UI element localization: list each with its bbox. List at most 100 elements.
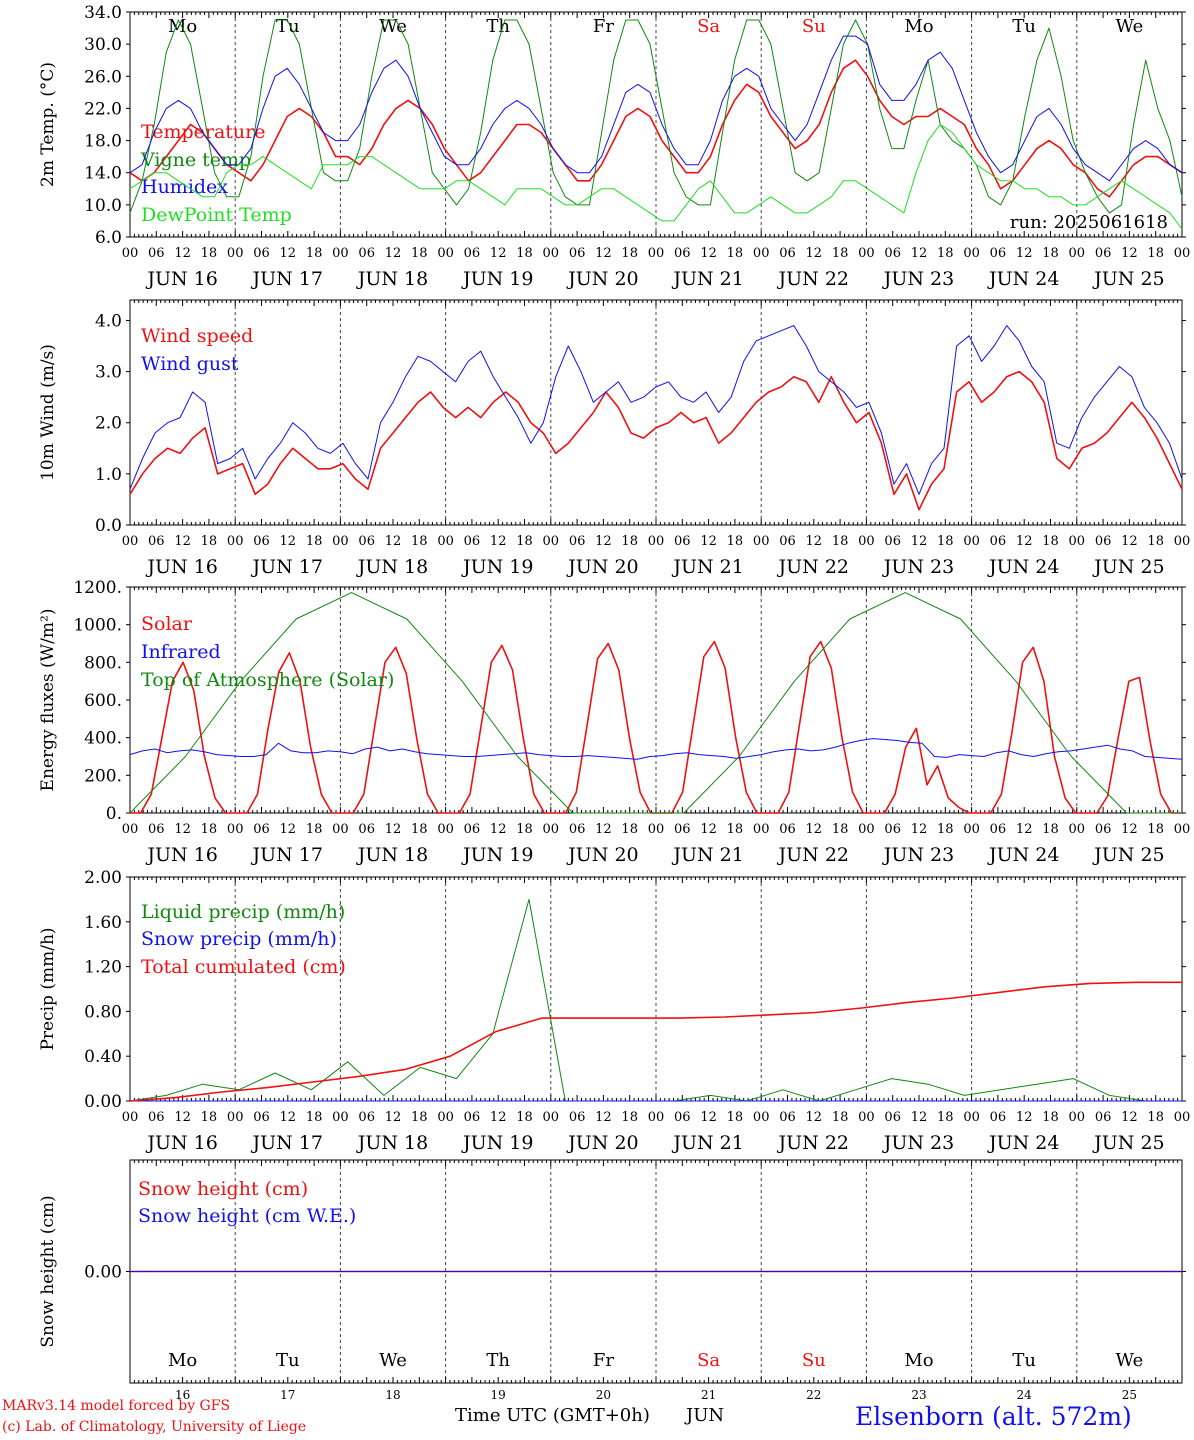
hour-label: 06	[990, 534, 1007, 549]
hour-label: 06	[148, 1110, 165, 1125]
y-tick-label: 1200.	[73, 578, 122, 598]
y-tick-label: 0.0	[95, 516, 122, 536]
hour-label: 12	[700, 822, 717, 837]
y-tick-label: 1.0	[95, 465, 122, 485]
hour-label: 06	[464, 246, 481, 261]
hour-label: 00	[332, 1110, 349, 1125]
day-number: 19	[491, 1388, 506, 1402]
y-tick-label: 0.	[106, 804, 122, 824]
date-label: JUN 19	[461, 268, 533, 290]
date-label: JUN 19	[461, 556, 533, 578]
hour-label: 12	[174, 246, 191, 261]
hour-label: 00	[437, 534, 454, 549]
hour-label: 12	[806, 822, 823, 837]
hour-label: 18	[1147, 534, 1164, 549]
hour-ticks	[129, 877, 1183, 1101]
hour-label: 06	[464, 1110, 481, 1125]
hour-label: 00	[1069, 822, 1086, 837]
y-tick-label: 1.60	[84, 913, 122, 933]
hour-label: 18	[832, 534, 849, 549]
day-number: 24	[1017, 1388, 1033, 1402]
series-line	[129, 35, 1183, 182]
hour-label: 00	[332, 534, 349, 549]
y-tick-label: 0.40	[84, 1047, 122, 1067]
hour-label: 00	[963, 1110, 980, 1125]
hour-label: 06	[569, 246, 586, 261]
hour-label: 00	[122, 822, 139, 837]
hour-label: 00	[543, 246, 560, 261]
date-label: JUN 23	[882, 844, 954, 866]
dow-label: We	[379, 1350, 407, 1371]
hour-label: 18	[621, 822, 638, 837]
date-label: JUN 24	[987, 1132, 1059, 1154]
hour-label: 12	[1016, 822, 1033, 837]
hour-label: 06	[253, 1110, 270, 1125]
hour-label: 12	[385, 246, 402, 261]
hour-label: 18	[727, 534, 744, 549]
hour-label: 00	[122, 246, 139, 261]
hour-label: 06	[884, 534, 901, 549]
hour-label: 18	[1042, 534, 1059, 549]
date-label: JUN 25	[1092, 556, 1164, 578]
legend-entry: Humidex	[141, 176, 228, 198]
hour-label: 00	[753, 246, 770, 261]
dow-label: Tu	[1012, 1350, 1036, 1371]
hour-label: 18	[516, 534, 533, 549]
hour-label: 18	[201, 1110, 218, 1125]
date-label: JUN 22	[777, 844, 849, 866]
hour-label: 06	[779, 534, 796, 549]
hour-label: 12	[806, 534, 823, 549]
legend-entry: Liquid precip (mm/h)	[141, 901, 345, 923]
hour-label: 06	[779, 246, 796, 261]
hour-label: 06	[253, 534, 270, 549]
day-number: 16	[175, 1388, 190, 1402]
hour-label: 12	[1121, 534, 1138, 549]
y-axis-label: Energy fluxes (W/m²)	[38, 609, 58, 792]
hour-label: 18	[1147, 246, 1164, 261]
hour-label: 12	[490, 822, 507, 837]
hour-label: 00	[227, 1110, 244, 1125]
y-tick-label: 0.00	[84, 1092, 122, 1112]
hour-label: 06	[884, 822, 901, 837]
hour-label: 00	[543, 534, 560, 549]
hour-label: 06	[464, 822, 481, 837]
hour-label: 18	[727, 822, 744, 837]
date-label: JUN 18	[356, 1132, 428, 1154]
series-line	[129, 370, 1183, 511]
date-label: JUN 25	[1092, 844, 1164, 866]
y-tick-label: 2.0	[95, 414, 122, 434]
hour-label: 00	[648, 534, 665, 549]
y-tick-label: 22.0	[84, 99, 122, 119]
x-axis-label: Time UTC (GMT+0h)	[455, 1405, 650, 1426]
dow-label: Mo	[904, 16, 933, 37]
dow-label: Th	[486, 16, 510, 37]
hour-label: 12	[490, 1110, 507, 1125]
dow-label: Sa	[697, 16, 720, 37]
hour-label: 06	[253, 246, 270, 261]
hour-label: 12	[595, 822, 612, 837]
dow-label: Su	[802, 1350, 826, 1371]
y-tick-label: 4.0	[95, 311, 122, 331]
date-label: JUN 24	[987, 268, 1059, 290]
legend-entry: Snow height (cm W.E.)	[138, 1205, 356, 1227]
hour-label: 06	[674, 534, 691, 549]
hour-ticks	[129, 300, 1183, 525]
date-label: JUN 18	[356, 844, 428, 866]
lab-credit: (c) Lab. of Climatology, University of L…	[2, 1419, 307, 1435]
hour-ticks	[129, 1160, 1183, 1383]
hour-label: 06	[569, 1110, 586, 1125]
hour-label: 00	[858, 246, 875, 261]
date-label: JUN 18	[356, 556, 428, 578]
hour-label: 12	[1016, 246, 1033, 261]
hour-label: 06	[148, 822, 165, 837]
hour-label: 00	[437, 822, 454, 837]
day-number: 22	[806, 1388, 821, 1402]
date-label: JUN 17	[251, 268, 323, 290]
series-line	[129, 981, 1182, 1102]
y-axis-label: Snow height (cm)	[38, 1195, 58, 1347]
hour-label: 06	[1095, 246, 1112, 261]
date-label: JUN 16	[145, 556, 217, 578]
hour-label: 00	[227, 246, 244, 261]
legend-entry: Top of Atmosphere (Solar)	[141, 669, 394, 691]
hour-label: 12	[1121, 246, 1138, 261]
